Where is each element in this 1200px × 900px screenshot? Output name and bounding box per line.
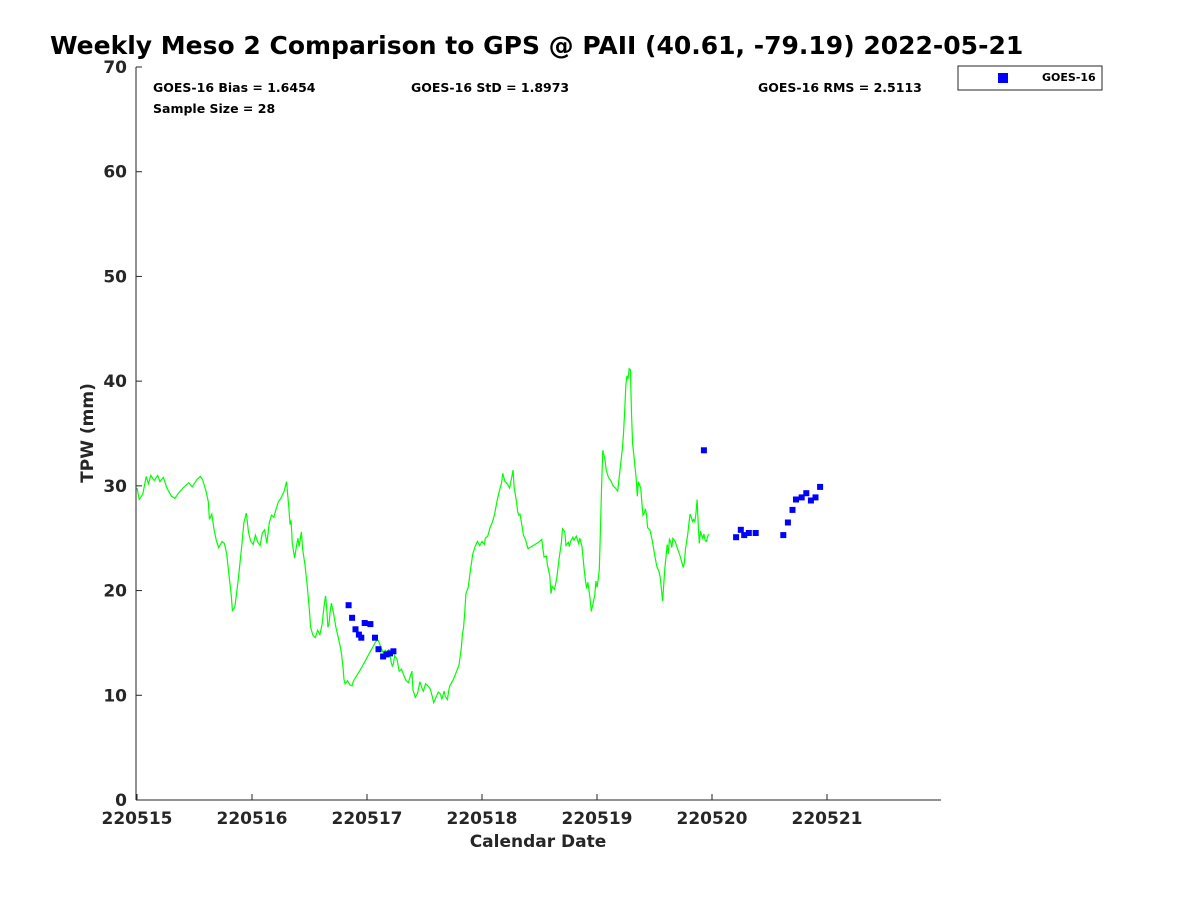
plot-area	[136, 67, 941, 800]
goes16-point	[372, 634, 378, 641]
legend-label-goes16: GOES-16	[1042, 71, 1096, 84]
x-ticks: 220515 220516 220517 220518 220519 220520 2205…	[102, 794, 863, 829]
goes16-point	[375, 646, 382, 653]
goes16-point	[361, 620, 368, 626]
x-tick-label: 220515	[102, 809, 173, 829]
goes16-point	[752, 530, 759, 536]
gps-line-layer	[136, 367, 710, 705]
stat-sample-size: Sample Size = 28	[153, 101, 275, 116]
goes-points-layer	[345, 447, 824, 660]
x-tick-label: 220518	[447, 809, 518, 829]
stat-std: GOES-16 StD = 1.8973	[411, 80, 569, 95]
goes16-point	[355, 631, 362, 638]
goes16-point	[380, 653, 387, 660]
goes16-point	[367, 621, 374, 628]
goes16-point	[700, 447, 707, 454]
y-tick-label: 10	[103, 686, 127, 706]
goes16-point	[803, 490, 810, 497]
goes16-point	[358, 634, 365, 641]
y-tick-label: 30	[103, 477, 127, 497]
stat-bias: GOES-16 Bias = 1.6454	[153, 80, 316, 95]
legend-marker	[998, 73, 1008, 83]
goes16-point	[737, 526, 744, 533]
x-tick-label: 220516	[217, 809, 288, 829]
goes16-point	[798, 494, 805, 501]
y-axis-label: TPW (mm)	[78, 383, 98, 483]
stat-rms: GOES-16 RMS = 2.5113	[758, 80, 922, 95]
goes16-point	[780, 532, 787, 539]
legend: GOES-16	[957, 65, 1103, 91]
x-tick-label: 220520	[677, 809, 748, 829]
goes16-point	[789, 506, 796, 513]
y-tick-label: 60	[103, 163, 127, 183]
goes16-point	[793, 496, 799, 503]
y-tick-label: 0	[115, 791, 127, 811]
y-tick-label: 70	[103, 58, 127, 78]
goes16-point	[383, 651, 390, 658]
y-tick-label: 40	[103, 372, 127, 392]
goes16-point	[390, 648, 397, 655]
goes16-point	[345, 602, 352, 609]
x-axis-label: Calendar Date	[470, 832, 607, 852]
goes16-point	[387, 650, 393, 657]
x-tick-label: 220519	[562, 809, 633, 829]
goes16-point	[733, 534, 740, 541]
goes16-point	[349, 614, 356, 621]
gps-tpw-line	[136, 367, 710, 705]
y-tick-label: 50	[103, 267, 127, 287]
y-ticks: 0 10 20 30 40 50 60 70	[103, 58, 142, 811]
goes16-point	[807, 497, 814, 504]
goes16-point	[784, 519, 791, 526]
y-tick-label: 20	[103, 582, 127, 602]
goes16-point	[745, 530, 752, 536]
chart-title: Weekly Meso 2 Comparison to GPS @ PAII (…	[50, 31, 1023, 60]
x-tick-label: 220517	[332, 809, 403, 829]
goes16-point	[352, 626, 359, 633]
goes16-point	[812, 494, 819, 501]
goes16-point	[741, 532, 748, 539]
legend-box	[957, 65, 1103, 91]
goes16-point	[817, 483, 824, 490]
x-tick-label: 220521	[792, 809, 863, 829]
